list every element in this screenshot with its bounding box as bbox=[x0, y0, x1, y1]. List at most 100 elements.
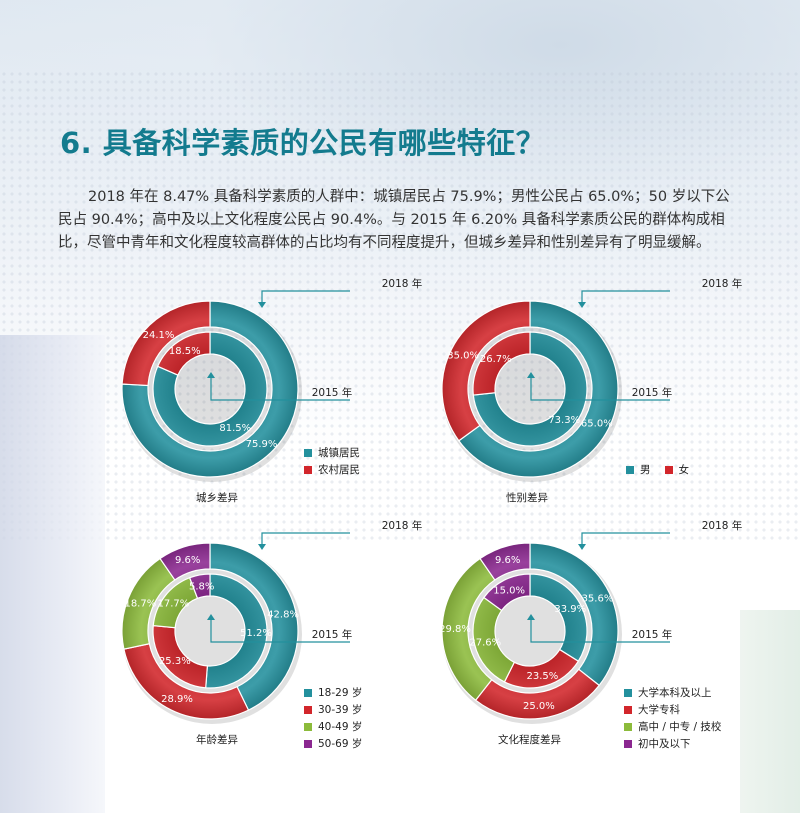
segment-value-label: 17.7% bbox=[157, 599, 189, 610]
legend-label: 40-49 岁 bbox=[318, 721, 363, 733]
callout-line-2018 bbox=[261, 290, 350, 303]
ring-inner-segment bbox=[472, 331, 531, 396]
legend-swatch bbox=[626, 465, 634, 474]
urban-rural-legend: 城镇居民 农村居民 bbox=[304, 444, 360, 478]
ring-inner-segment bbox=[205, 573, 268, 689]
outer-ring-year-label: 2018 年 bbox=[702, 519, 743, 532]
legend-label: 男 bbox=[640, 464, 651, 476]
age-donut-chart: 42.8% 28.9% 18.7% 9.6% 51.2% 25.3% 17.7% 5.8% 20… bbox=[110, 519, 440, 770]
legend-item: 农村居民 bbox=[304, 461, 360, 478]
callout-arrow-2018 bbox=[578, 302, 586, 308]
education-legend: 大学本科及以上 大学专科 高中 / 中专 / 技校 初中及以下 bbox=[624, 684, 721, 752]
outer-ring-year-label: 2018 年 bbox=[382, 277, 423, 290]
legend-item: 大学本科及以上 bbox=[624, 684, 721, 701]
callout-arrow-2015 bbox=[527, 614, 535, 620]
urban-rural-caption: 城乡差异 bbox=[196, 492, 238, 504]
callout-arrow-2015 bbox=[207, 372, 215, 378]
legend-swatch bbox=[304, 722, 312, 731]
gender-donut-svg: 65.0% 35.0% 73.3% 26.7% 2018 年 2015 年 bbox=[441, 277, 742, 482]
legend-label: 初中及以下 bbox=[638, 738, 691, 750]
segment-value-label: 9.6% bbox=[175, 555, 200, 566]
gender-caption: 性别差异 bbox=[506, 492, 548, 504]
legend-swatch bbox=[624, 705, 632, 714]
segment-value-label: 25.0% bbox=[523, 701, 555, 712]
segment-value-label: 29.8% bbox=[439, 624, 471, 635]
callout-line-2018 bbox=[261, 532, 350, 545]
segment-value-label: 42.8% bbox=[267, 610, 299, 621]
education-caption: 文化程度差异 bbox=[498, 734, 561, 746]
urban-rural-donut-chart: 75.9% 24.1% 81.5% 18.5% 2018 年 2015 年 城镇居民 农村… bbox=[110, 277, 440, 528]
ring-outer-segment bbox=[441, 300, 531, 442]
ring-outer-segment bbox=[121, 300, 211, 387]
segment-value-label: 35.6% bbox=[582, 594, 614, 605]
segment-value-label: 75.9% bbox=[246, 439, 278, 450]
segment-value-label: 23.5% bbox=[527, 671, 559, 682]
segment-value-label: 81.5% bbox=[219, 423, 251, 434]
page-title: 6. 具备科学素质的公民有哪些特征？ bbox=[60, 126, 546, 160]
segment-value-label: 25.3% bbox=[159, 656, 191, 667]
segment-value-label: 28.9% bbox=[161, 694, 193, 705]
legend-label: 农村居民 bbox=[318, 464, 360, 476]
background-building-right bbox=[740, 610, 800, 813]
ring-outer-segment bbox=[159, 542, 211, 581]
background-world-map-dots bbox=[0, 70, 800, 540]
legend-swatch bbox=[304, 739, 312, 748]
callout-line-2018 bbox=[581, 532, 670, 545]
callout-arrow-2018 bbox=[258, 544, 266, 550]
segment-value-label: 65.0% bbox=[581, 419, 613, 430]
gender-donut-chart: 65.0% 35.0% 73.3% 26.7% 2018 年 2015 年 男 女 性别差… bbox=[430, 277, 760, 528]
urban-rural-donut-svg: 75.9% 24.1% 81.5% 18.5% 2018 年 2015 年 bbox=[121, 277, 423, 482]
segment-value-label: 26.7% bbox=[480, 354, 512, 365]
segment-value-label: 18.5% bbox=[169, 346, 201, 357]
callout-arrow-2018 bbox=[258, 302, 266, 308]
ring-inner-segment bbox=[156, 331, 211, 376]
background-building-left bbox=[0, 335, 105, 813]
segment-value-label: 35.0% bbox=[447, 350, 479, 361]
legend-label: 大学专科 bbox=[638, 704, 680, 716]
legend-label: 高中 / 中专 / 技校 bbox=[638, 721, 722, 733]
inner-ring-year-label: 2015 年 bbox=[632, 386, 673, 399]
inner-ring-year-label: 2015 年 bbox=[312, 628, 353, 641]
legend-label: 30-39 岁 bbox=[318, 704, 363, 716]
legend-swatch bbox=[304, 705, 312, 714]
segment-value-label: 5.8% bbox=[189, 581, 214, 592]
callout-line-2015 bbox=[210, 376, 350, 401]
legend-item: 30-39 岁 bbox=[304, 701, 362, 718]
segment-value-label: 18.7% bbox=[124, 599, 156, 610]
callout-line-2015 bbox=[530, 618, 670, 643]
segment-value-label: 24.1% bbox=[143, 330, 175, 341]
gender-legend: 男 女 bbox=[626, 461, 703, 478]
ring-outer-segment bbox=[209, 542, 299, 711]
legend-swatch bbox=[664, 465, 673, 474]
callout-line-2018 bbox=[581, 290, 670, 303]
legend-label: 50-69 岁 bbox=[318, 738, 363, 750]
legend-item: 女 bbox=[664, 461, 690, 478]
segment-value-label: 9.6% bbox=[495, 555, 520, 566]
callout-line-2015 bbox=[530, 376, 670, 401]
inner-ring-year-label: 2015 年 bbox=[632, 628, 673, 641]
legend-item: 大学专科 bbox=[624, 701, 721, 718]
legend-item: 50-69 岁 bbox=[304, 735, 362, 752]
legend-item: 40-49 岁 bbox=[304, 718, 362, 735]
ring-inner-segment bbox=[152, 331, 268, 447]
callout-arrow-2015 bbox=[207, 614, 215, 620]
legend-swatch bbox=[304, 688, 312, 697]
legend-swatch bbox=[304, 465, 312, 474]
age-caption: 年龄差异 bbox=[196, 734, 238, 746]
legend-label: 大学本科及以上 bbox=[638, 687, 712, 699]
age-donut-svg: 42.8% 28.9% 18.7% 9.6% 51.2% 25.3% 17.7%5.8% 20… bbox=[121, 519, 423, 724]
ring-outer-segment bbox=[457, 300, 619, 478]
background-sky bbox=[0, 0, 800, 300]
education-donut-chart: 35.6% 25.0% 29.8% 9.6% 33.9% 23.5% 27.6% 15.0% 2… bbox=[430, 519, 760, 770]
callout-arrow-2018 bbox=[578, 544, 586, 550]
legend-item: 城镇居民 bbox=[304, 444, 360, 461]
ring-outer-segment bbox=[479, 542, 531, 581]
education-donut-svg: 35.6% 25.0% 29.8% 9.6% 33.9% 23.5% 27.6% 15.0% 2… bbox=[439, 519, 743, 724]
legend-label: 城镇居民 bbox=[318, 447, 360, 459]
segment-value-label: 73.3% bbox=[548, 415, 580, 426]
legend-item: 初中及以下 bbox=[624, 735, 721, 752]
outer-ring-year-label: 2018 年 bbox=[382, 519, 423, 532]
segment-value-label: 33.9% bbox=[554, 604, 586, 615]
legend-label: 女 bbox=[678, 464, 690, 476]
inner-ring-year-label: 2015 年 bbox=[312, 386, 353, 399]
